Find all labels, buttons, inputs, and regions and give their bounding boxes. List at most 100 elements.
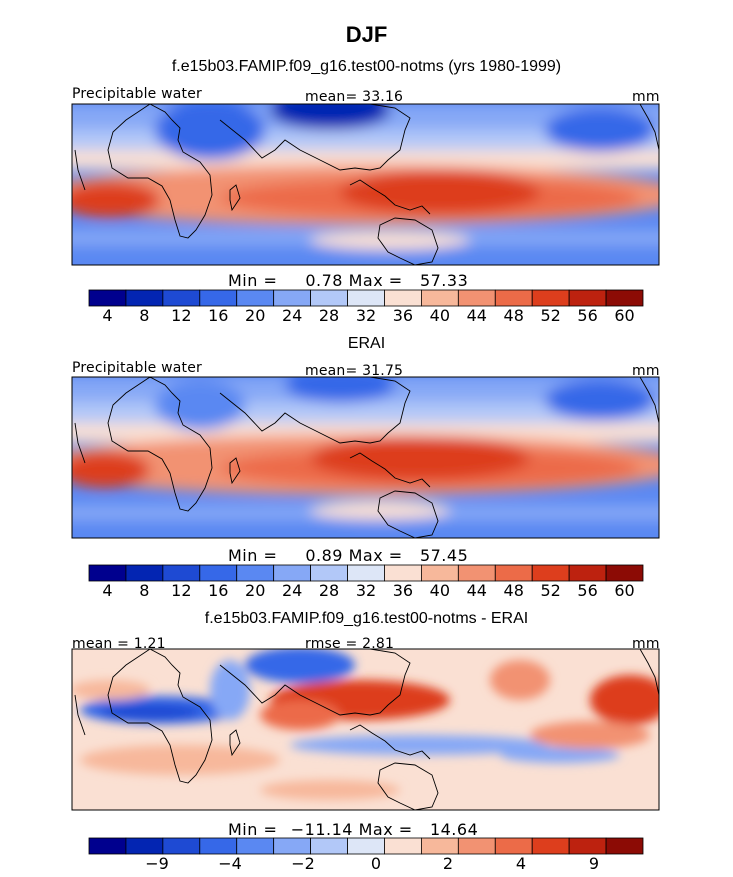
panel1-min-max: Min = 0.78 Max = 57.33 [228, 271, 468, 290]
figure-title: DJF [345, 22, 388, 47]
colorbar-tick-label: 16 [208, 581, 228, 600]
colorbar-swatch [88, 837, 127, 855]
colorbar-swatch [568, 837, 607, 855]
colorbar-tick-label: 60 [614, 581, 634, 600]
colorbar-swatch [568, 289, 607, 307]
colorbar-swatch [494, 837, 533, 855]
colorbar-tick-label: −4 [218, 854, 242, 873]
colorbar-tick-label: −2 [291, 854, 315, 873]
panel1-subtitle: f.e15b03.FAMIP.f09_g16.test00-notms (yrs… [171, 58, 562, 75]
colorbar-swatch [420, 289, 459, 307]
panel3-map [72, 649, 659, 810]
colorbar-tick-label: 48 [504, 581, 524, 600]
panel1-min-label: Min = [228, 271, 278, 290]
colorbar-swatch [531, 564, 570, 582]
panel3-min-value: −11.14 [290, 820, 353, 839]
colorbar-tick-label: 40 [430, 581, 450, 600]
panel2-min-label: Min = [228, 546, 278, 565]
panel1-map [72, 104, 659, 265]
colorbar-tick-label: 28 [319, 581, 339, 600]
colorbar-tick-label: −9 [145, 854, 169, 873]
colorbar-swatch [457, 837, 496, 855]
panel2-max-label: Max = [348, 546, 403, 565]
panel1-coastlines [74, 104, 659, 265]
panel3-min-max: Min = −11.14 Max = 14.64 [228, 820, 478, 839]
colorbar-swatch [420, 837, 459, 855]
colorbar-swatch [420, 564, 459, 582]
colorbar-tick-label: 4 [516, 854, 526, 873]
colorbar-tick-label: 32 [356, 306, 376, 325]
colorbar-swatch [236, 837, 275, 855]
colorbar-tick-label: 36 [393, 581, 413, 600]
colorbar-swatch [162, 289, 201, 307]
colorbar-tick-label: 8 [139, 581, 149, 600]
colorbar-swatch [494, 289, 533, 307]
colorbar-tick-label: 44 [467, 306, 487, 325]
colorbar-swatch [310, 289, 348, 307]
panel2-variable-label: Precipitable water [72, 360, 203, 376]
panel3-mean-label: mean = 1.21 [72, 636, 166, 652]
colorbar-swatch [384, 289, 422, 307]
colorbar-tick-label: 12 [171, 306, 191, 325]
colorbar-tick-label: 24 [282, 581, 302, 600]
panel2-min-value: 0.89 [305, 546, 343, 565]
colorbar-swatch [310, 837, 348, 855]
colorbar-tick-label: 52 [540, 306, 560, 325]
panel3-min-label: Min = [228, 820, 278, 839]
panel3-max-label: Max = [358, 820, 413, 839]
colorbar-swatch [125, 564, 164, 582]
colorbar-swatch [605, 564, 644, 582]
colorbar-tick-label: 36 [393, 306, 413, 325]
panel1-min-value: 0.78 [305, 271, 343, 290]
colorbar-swatch [273, 837, 311, 855]
panel1-colorbar: 4 8 12 16 20 24 28 32 36 40 44 48 52 56 60 [88, 289, 644, 325]
colorbar-swatch [457, 564, 496, 582]
panel1-mean-label: mean= 33.16 [305, 89, 404, 105]
colorbar-tick-label: 4 [102, 306, 112, 325]
colorbar-tick-label: 12 [171, 581, 191, 600]
colorbar-tick-label: 8 [139, 306, 149, 325]
panel2-min-max: Min = 0.89 Max = 57.45 [228, 546, 468, 565]
colorbar-swatch [199, 289, 238, 307]
panel1-variable-label: Precipitable water [72, 86, 203, 102]
colorbar-swatch [605, 289, 644, 307]
colorbar-tick-label: 4 [102, 581, 112, 600]
panel1-max-label: Max = [348, 271, 403, 290]
colorbar-tick-label: 2 [443, 854, 453, 873]
panel2-mean-label: mean= 31.75 [305, 363, 404, 379]
colorbar-tick-label: 32 [356, 581, 376, 600]
colorbar-swatch [199, 837, 238, 855]
colorbar-swatch [125, 837, 164, 855]
panel3-colorbar: −9 −4 −2 0 2 4 9 [88, 837, 644, 873]
colorbar-tick-label: 16 [208, 306, 228, 325]
colorbar-swatch [568, 564, 607, 582]
panel2-frame [71, 376, 660, 539]
colorbar-swatch [125, 289, 164, 307]
colorbar-tick-label: 44 [467, 581, 487, 600]
colorbar-tick-label: 24 [282, 306, 302, 325]
colorbar-swatch [162, 564, 201, 582]
colorbar-tick-label: 56 [577, 581, 597, 600]
colorbar-swatch [494, 564, 533, 582]
colorbar-swatch [531, 837, 570, 855]
colorbar-swatch [273, 289, 311, 307]
colorbar-tick-label: 28 [319, 306, 339, 325]
panel3-coastlines [74, 649, 659, 810]
panel2-units-label: mm [632, 363, 660, 379]
colorbar-swatch [347, 289, 385, 307]
colorbar-tick-label: 0 [371, 854, 381, 873]
colorbar-swatch [88, 564, 127, 582]
colorbar-tick-label: 52 [540, 581, 560, 600]
colorbar-tick-label: 56 [577, 306, 597, 325]
panel3-max-value: 14.64 [429, 820, 479, 839]
panel2-subtitle: ERAI [347, 335, 386, 352]
colorbar-tick-label: 48 [504, 306, 524, 325]
panel3-units-label: mm [632, 636, 660, 652]
panel3-subtitle: f.e15b03.FAMIP.f09_g16.test00-notms - ER… [204, 610, 529, 627]
panel2-coastlines [74, 377, 659, 538]
panel3-frame [71, 648, 660, 811]
colorbar-swatch [531, 289, 570, 307]
colorbar-swatch [236, 289, 275, 307]
colorbar-tick-label: 60 [614, 306, 634, 325]
